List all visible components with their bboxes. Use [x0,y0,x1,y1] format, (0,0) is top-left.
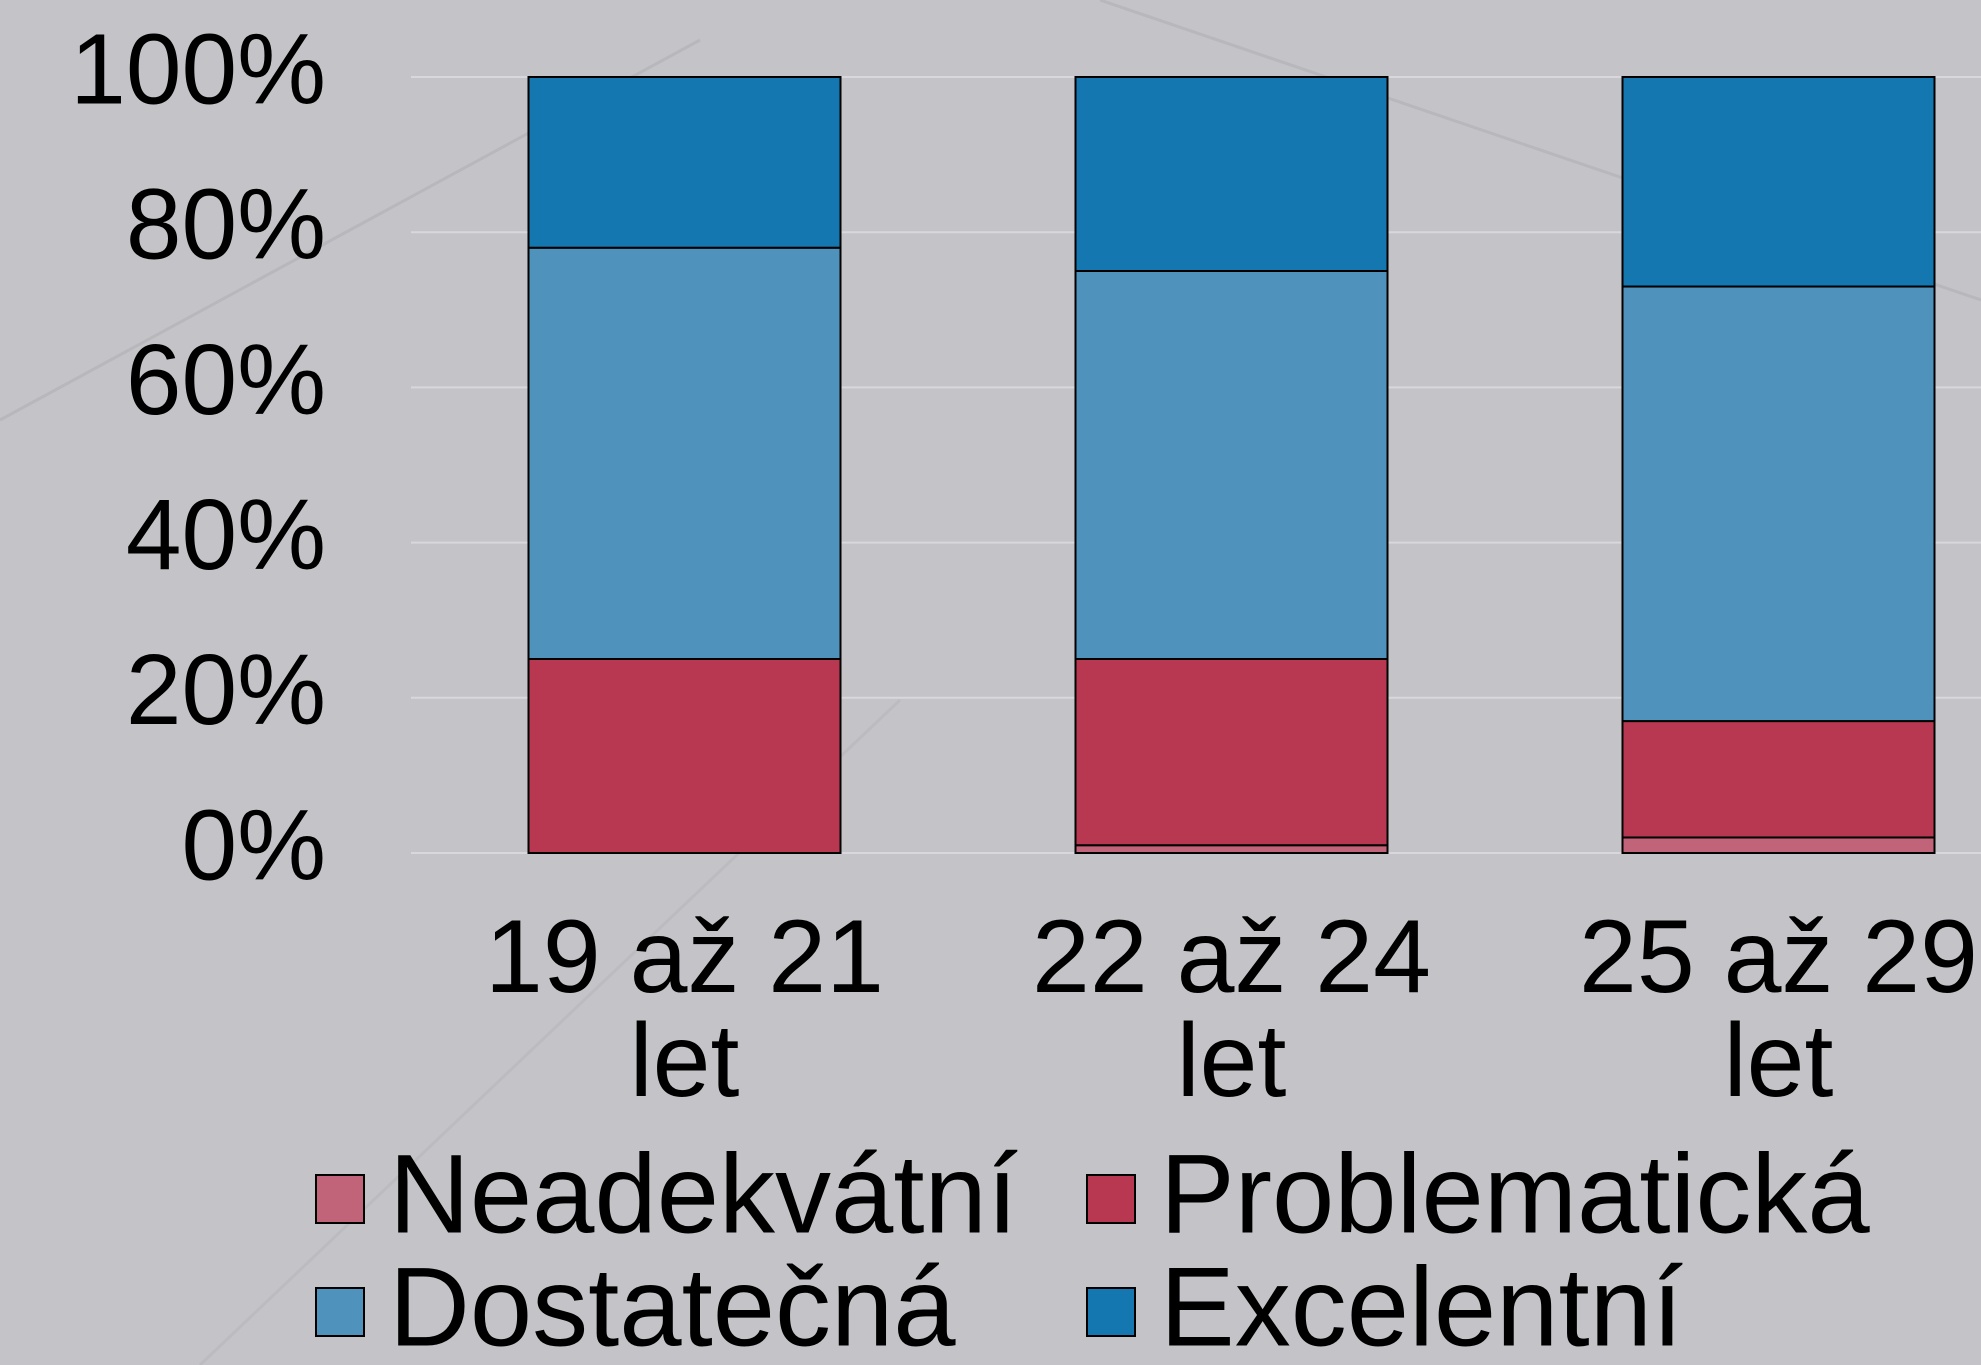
legend-swatch [315,1174,365,1224]
y-tick-label: 20% [126,634,326,746]
bar-segment [1621,76,1936,288]
legend-swatch [1086,1287,1136,1337]
x-tick-label: 22 až 24 let [1032,899,1431,1119]
legend-label: Dostatečná [389,1245,956,1365]
bar-segment [527,658,842,854]
x-tick-label: 25 až 29 let [1579,899,1978,1119]
bar-segment [1621,285,1936,723]
bar-segment [1074,270,1389,660]
y-tick-label: 60% [126,324,326,436]
legend-label: Neadekvátní [389,1132,1018,1257]
y-tick-label: 40% [126,479,326,591]
legend-label: Problematická [1160,1132,1870,1257]
y-tick-label: 100% [70,13,326,125]
bar-segment [1074,76,1389,272]
legend-swatch [1086,1174,1136,1224]
bar-segment [527,246,842,660]
y-tick-label: 0% [181,789,326,901]
bar-segment [527,76,842,249]
y-tick-label: 80% [126,169,326,281]
x-tick-label: 19 až 21 let [485,899,884,1119]
legend-swatch [315,1287,365,1337]
bar-segment [1621,836,1936,854]
bar-segment [1074,844,1389,854]
bar-segment [1074,658,1389,847]
bar-segment [1621,720,1936,839]
legend-label: Excelentní [1160,1245,1683,1365]
